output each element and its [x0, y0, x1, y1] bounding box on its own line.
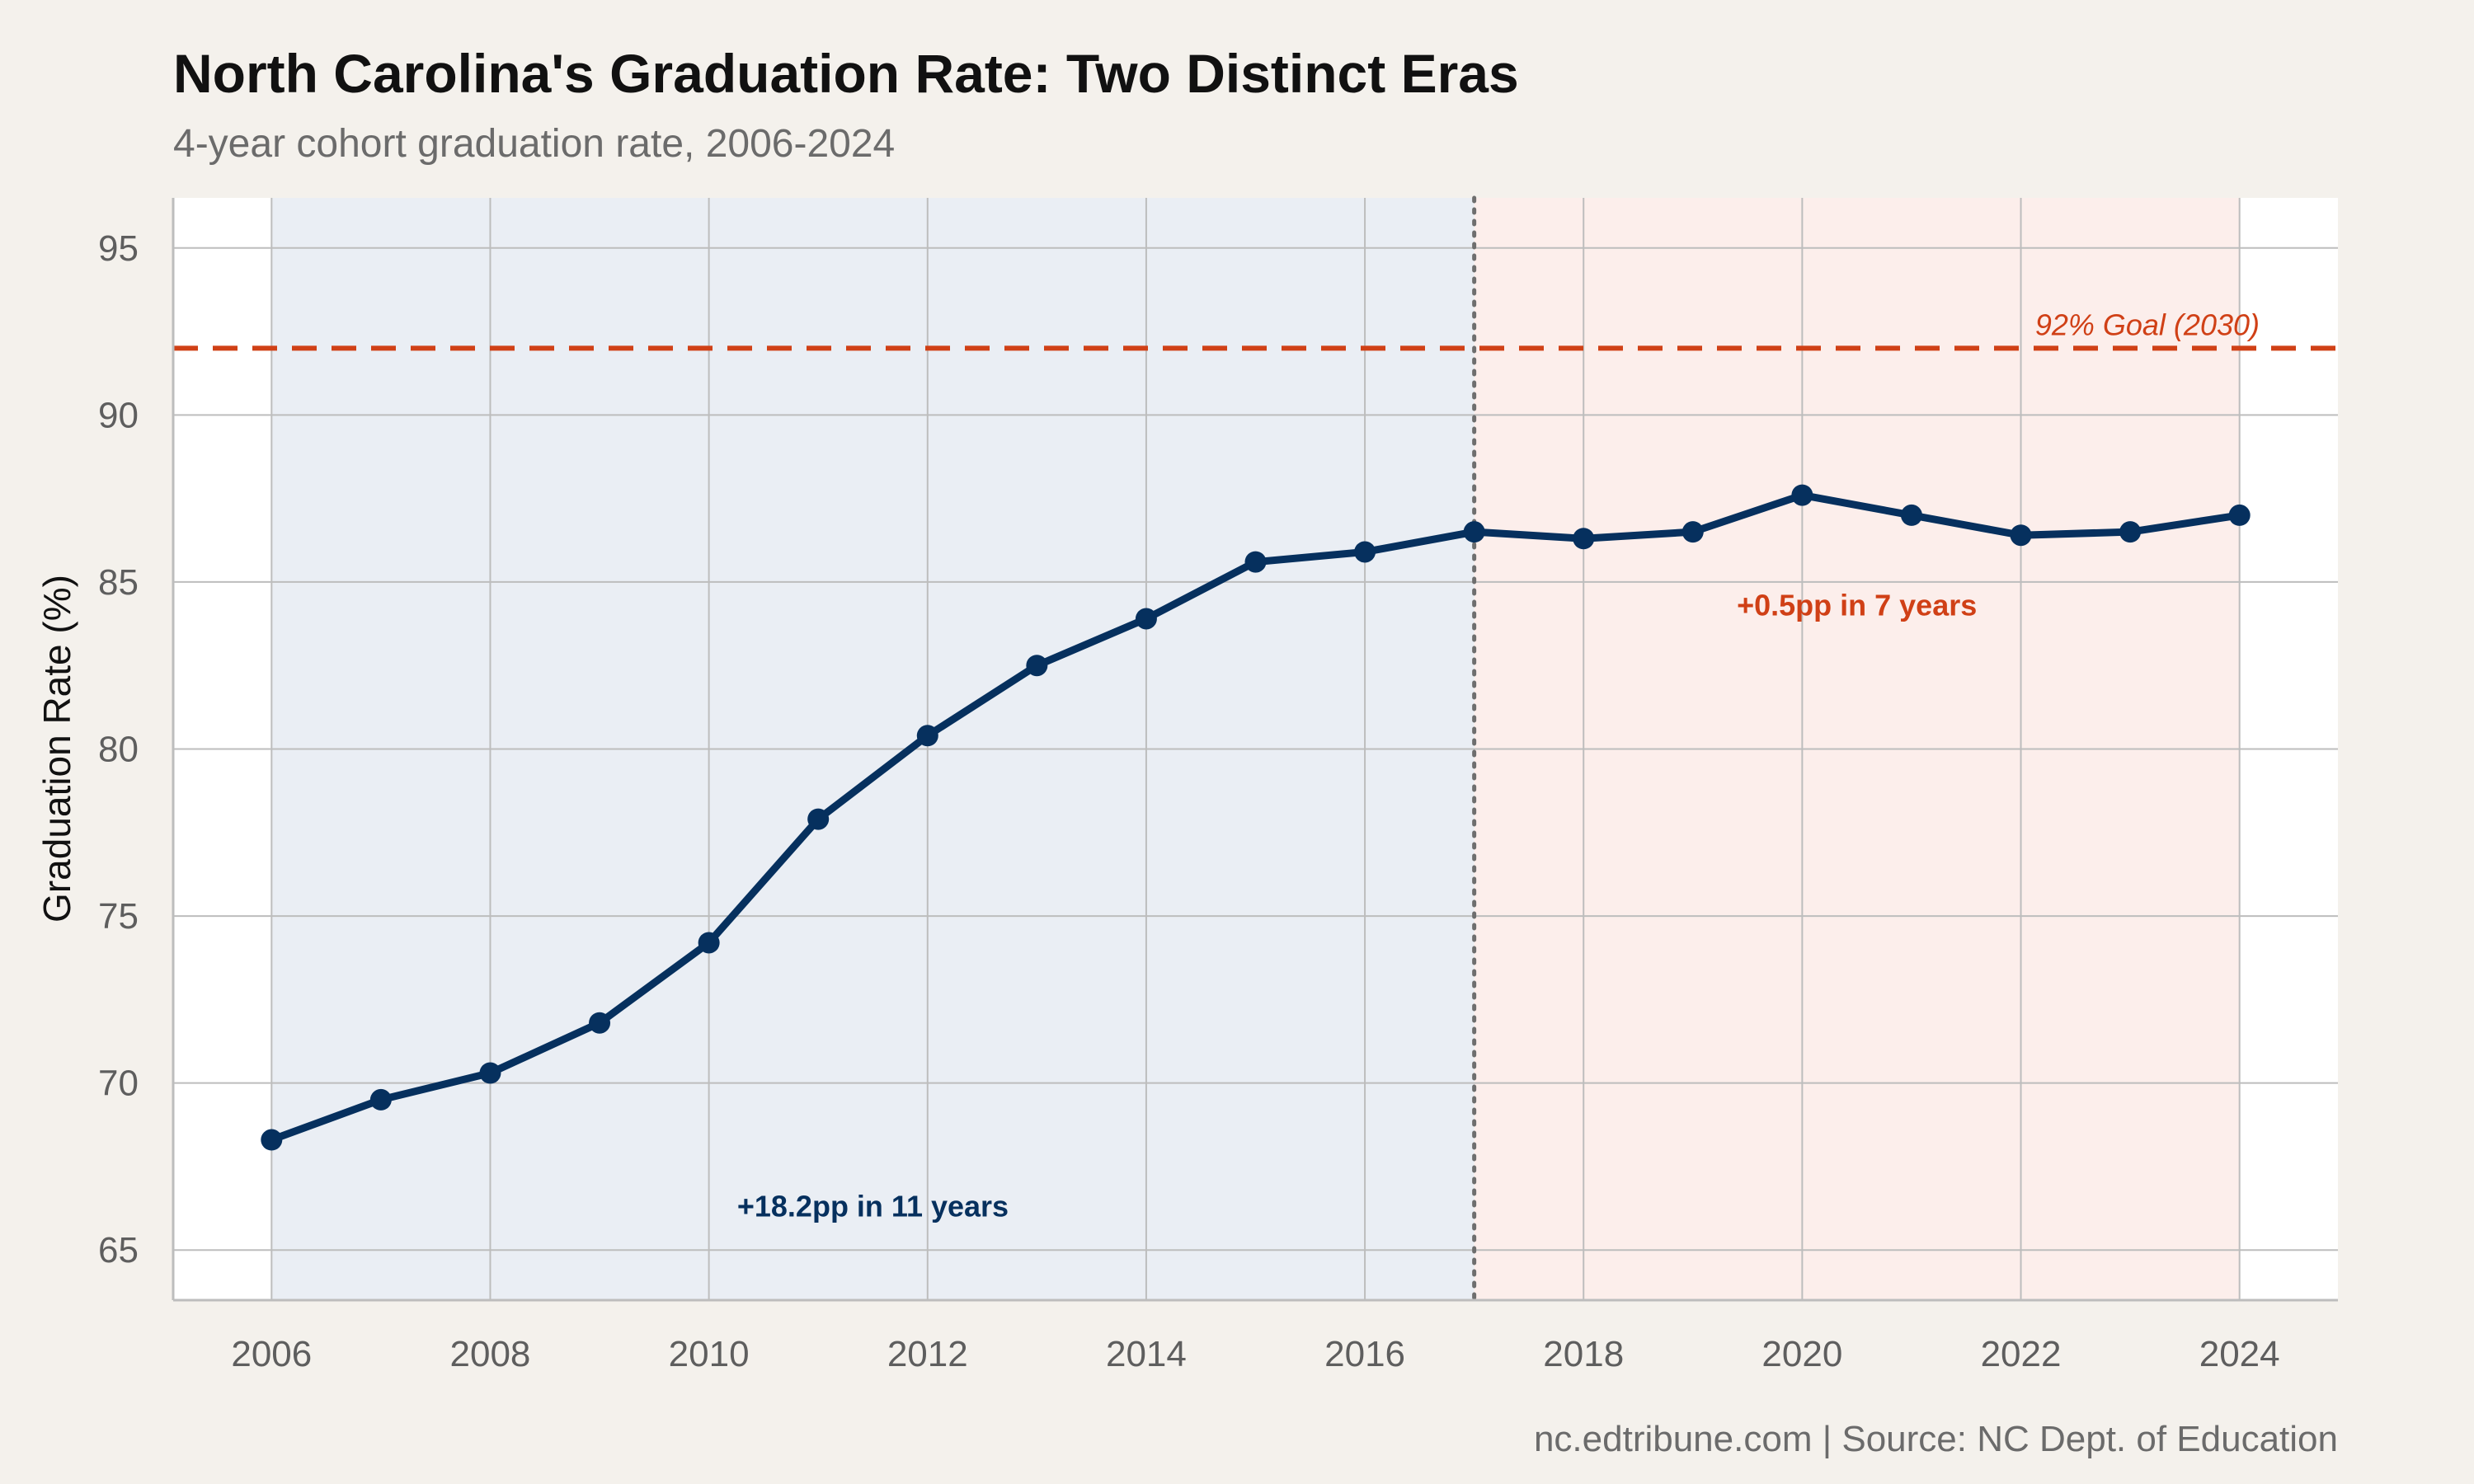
data-point-2022: [2010, 524, 2032, 547]
y-tick-label: 80: [98, 730, 139, 770]
x-tick-label: 2022: [1981, 1334, 2062, 1374]
series-group: [261, 484, 2251, 1151]
data-point-2007: [369, 1088, 392, 1111]
data-point-2021: [1900, 504, 1922, 526]
data-point-2012: [916, 725, 938, 747]
y-tick-label: 95: [98, 228, 139, 269]
x-tick-label: 2014: [1106, 1334, 1187, 1374]
y-tick-label: 90: [98, 395, 139, 435]
data-point-2006: [261, 1129, 283, 1151]
x-tick-label: 2010: [669, 1334, 750, 1374]
x-tick-label: 2020: [1761, 1334, 1842, 1374]
data-point-2018: [1573, 528, 1595, 550]
y-tick-label: 75: [98, 896, 139, 937]
x-tick-label: 2008: [450, 1334, 531, 1374]
y-axis-label: Graduation Rate (%): [35, 575, 78, 923]
goal-label: 92% Goal (2030): [2035, 308, 2260, 341]
grid-lines: [173, 198, 2338, 1300]
y-tick-labels: 65 70 75 80 85 90 95: [98, 228, 139, 1270]
chart-subtitle: 4-year cohort graduation rate, 2006-2024: [173, 122, 895, 166]
data-point-2013: [1026, 655, 1048, 677]
x-tick-label: 2018: [1543, 1334, 1624, 1374]
y-tick-label: 70: [98, 1064, 139, 1104]
x-tick-label: 2012: [887, 1334, 968, 1374]
chart-caption: nc.edtribune.com | Source: NC Dept. of E…: [1534, 1419, 2338, 1459]
annotations: +18.2pp in 11 years +0.5pp in 7 years: [737, 588, 1977, 1223]
data-point-2011: [807, 808, 830, 830]
data-point-2023: [2119, 521, 2142, 543]
x-tick-label: 2024: [2199, 1334, 2280, 1374]
era-annotation-1: +18.2pp in 11 years: [737, 1190, 1009, 1223]
data-point-2010: [698, 932, 720, 954]
data-point-2014: [1135, 608, 1157, 630]
goal-group: 92% Goal (2030): [173, 308, 2338, 351]
data-point-2015: [1244, 551, 1267, 573]
era-annotation-2: +0.5pp in 7 years: [1737, 588, 1977, 622]
data-point-2009: [589, 1012, 611, 1034]
data-point-2016: [1354, 541, 1376, 563]
data-point-2020: [1791, 484, 1813, 506]
y-tick-label: 65: [98, 1230, 139, 1270]
x-tick-label: 2006: [231, 1334, 312, 1374]
chart-title: North Carolina's Graduation Rate: Two Di…: [173, 43, 1519, 104]
x-tick-labels: 2006 2008 2010 2012 2014 2016 2018 2020 2022 2024: [231, 1334, 2279, 1374]
data-point-2019: [1681, 521, 1704, 543]
x-tick-label: 2016: [1324, 1334, 1405, 1374]
y-tick-label: 85: [98, 562, 139, 603]
data-point-2017: [1463, 521, 1485, 543]
data-point-2024: [2228, 504, 2251, 526]
data-point-2008: [479, 1062, 501, 1084]
